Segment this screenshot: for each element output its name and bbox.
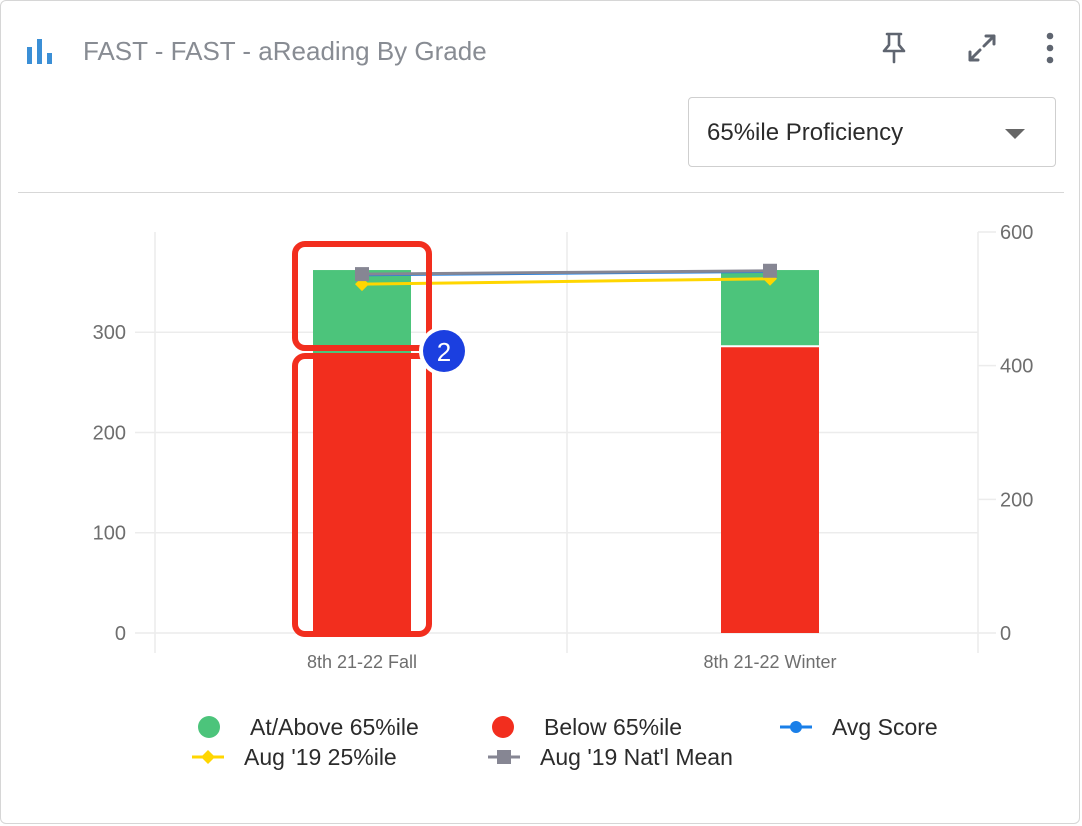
legend-label: Aug '19 25%ile	[244, 743, 397, 770]
bar-chart-icon	[27, 39, 52, 64]
legend-symbol	[492, 716, 514, 738]
y2-tick-label: 200	[1000, 489, 1033, 511]
highlight-box-bottom	[292, 353, 432, 637]
caret-down-icon	[1005, 129, 1025, 139]
y2-tick-label: 400	[1000, 356, 1033, 378]
annotation-badge	[423, 330, 465, 372]
legend-symbol	[192, 750, 224, 764]
bar-below-65ile	[721, 347, 819, 633]
annotation-badge-label: 2	[437, 337, 451, 367]
legend-symbol	[198, 716, 220, 738]
more-options-button[interactable]	[1030, 28, 1070, 68]
series-marker	[763, 271, 777, 286]
pin-button[interactable]	[874, 28, 914, 68]
legend-label: Avg Score	[832, 713, 938, 740]
header-divider	[18, 192, 1064, 193]
y2-tick-label: 0	[1000, 623, 1011, 645]
legend-label: Aug '19 Nat'l Mean	[540, 743, 733, 770]
more-vertical-icon	[1046, 32, 1054, 64]
x-tick-label: 8th 21-22 Fall	[307, 652, 417, 672]
highlight-box-top	[292, 241, 432, 351]
proficiency-dropdown[interactable]: 65%ile Proficiency	[688, 97, 1056, 167]
x-tick-label: 8th 21-22 Winter	[703, 652, 836, 672]
legend-label: Below 65%ile	[544, 713, 683, 740]
series-marker	[355, 267, 369, 282]
bar-below-65ile	[313, 356, 411, 633]
chart-title: FAST - FAST - aReading By Grade	[83, 36, 487, 66]
card-header: FAST - FAST - aReading By Grade	[0, 0, 1082, 100]
legend-label: At/Above 65%ile	[250, 713, 419, 740]
legend-item[interactable]: Below 65%ile	[490, 713, 682, 741]
legend-item[interactable]: Avg Score	[778, 713, 938, 741]
y-tick-label: 0	[115, 623, 126, 645]
pin-icon	[882, 32, 906, 64]
legend-item[interactable]: Aug '19 25%ile	[190, 743, 397, 771]
y-tick-label: 200	[93, 422, 126, 444]
series-marker	[763, 263, 777, 278]
series-line	[361, 277, 771, 286]
expand-button[interactable]	[962, 28, 1002, 68]
series-line	[361, 269, 771, 276]
dropdown-selected-value: 65%ile Proficiency	[707, 119, 904, 146]
legend-item[interactable]: Aug '19 Nat'l Mean	[486, 743, 733, 771]
y-tick-label: 300	[93, 322, 126, 344]
legend-symbol	[488, 750, 520, 764]
expand-icon	[968, 34, 996, 62]
legend-item[interactable]: At/Above 65%ile	[196, 713, 419, 741]
y2-tick-label: 600	[1000, 222, 1033, 244]
y-tick-label: 100	[93, 523, 126, 545]
legend-symbol	[780, 721, 812, 733]
